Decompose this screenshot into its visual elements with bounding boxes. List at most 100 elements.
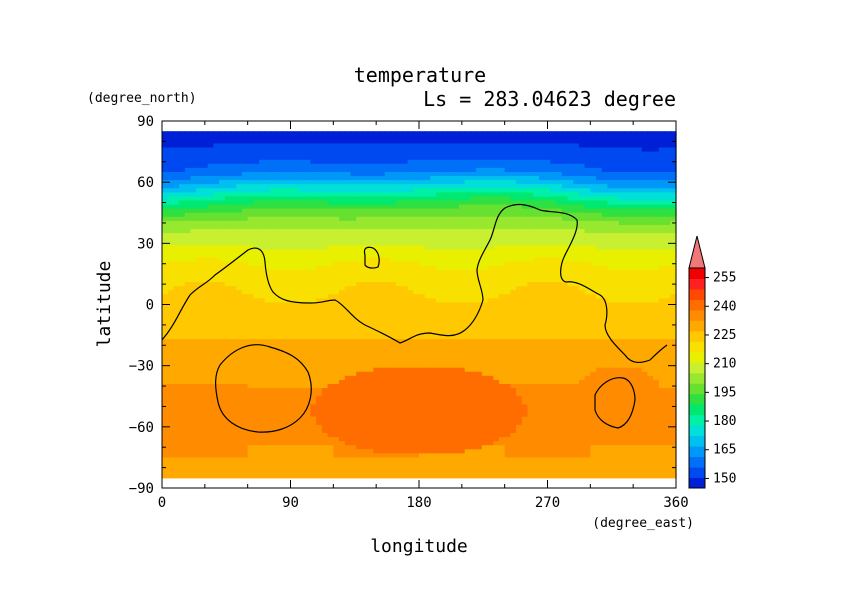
field-cell — [493, 286, 500, 291]
field-cell — [196, 147, 203, 153]
field-cell — [641, 335, 649, 340]
field-cell — [476, 208, 483, 214]
field-cell — [624, 261, 631, 267]
field-cell — [441, 237, 449, 242]
field-cell — [658, 245, 666, 251]
field-cell — [504, 237, 511, 242]
field-cell — [453, 147, 460, 153]
field-cell — [184, 200, 192, 206]
field-cell — [184, 253, 192, 259]
field-cell — [401, 184, 409, 189]
field-cell — [287, 204, 294, 210]
field-cell — [207, 269, 214, 275]
field-cell — [556, 326, 563, 332]
field-cell — [259, 241, 266, 246]
field-cell — [247, 147, 254, 153]
field-cell — [390, 298, 397, 304]
field-cell — [167, 159, 175, 165]
field-cell — [613, 180, 620, 185]
field-cell — [458, 233, 466, 238]
field-cell — [516, 229, 523, 234]
field-cell — [476, 196, 483, 202]
field-cell — [196, 343, 203, 348]
field-cell — [436, 147, 443, 153]
field-cell — [361, 347, 369, 352]
field-cell — [596, 139, 603, 145]
field-cell — [538, 229, 546, 234]
field-cell — [413, 282, 420, 287]
field-cell — [401, 245, 409, 251]
field-cell — [333, 331, 340, 336]
field-cell — [316, 282, 323, 287]
field-cell — [184, 257, 192, 263]
field-cell — [230, 184, 237, 189]
field-cell — [287, 184, 294, 189]
field-cell — [213, 184, 220, 189]
field-cell — [618, 347, 626, 352]
field-cell — [493, 241, 500, 246]
field-cell — [230, 339, 237, 344]
field-cell — [270, 196, 277, 202]
field-cell — [647, 265, 654, 271]
field-cell — [596, 282, 603, 287]
field-cell — [207, 192, 214, 198]
field-cell — [504, 306, 511, 312]
field-cell — [219, 347, 226, 352]
field-cell — [230, 269, 237, 275]
field-cell — [487, 131, 494, 136]
field-cell — [356, 131, 363, 136]
field-cell — [504, 273, 511, 279]
field-cell — [624, 200, 631, 206]
field-cell — [367, 335, 374, 340]
field-cell — [538, 310, 546, 316]
field-cell — [538, 237, 546, 242]
field-cell — [670, 237, 677, 242]
field-cell — [310, 233, 317, 238]
field-cell — [419, 282, 426, 287]
field-cell — [561, 298, 569, 304]
field-cell — [390, 339, 397, 344]
field-cell — [213, 245, 220, 251]
field-cell — [344, 261, 352, 267]
field-cell — [636, 135, 643, 140]
field-cell — [396, 318, 403, 324]
field-cell — [196, 241, 203, 246]
field-cell — [533, 208, 540, 214]
field-cell — [430, 233, 437, 238]
field-cell — [464, 139, 471, 145]
field-cell — [424, 343, 432, 348]
field-cell — [556, 163, 563, 169]
field-cell — [584, 326, 591, 332]
field-cell — [607, 216, 614, 222]
field-cell — [430, 245, 437, 251]
field-cell — [476, 269, 483, 275]
field-cell — [550, 351, 557, 357]
field-cell — [401, 200, 409, 206]
field-cell — [424, 229, 432, 234]
field-cell — [264, 135, 272, 140]
field-cell — [173, 355, 180, 361]
field-cell — [350, 143, 357, 149]
field-cell — [527, 257, 534, 263]
field-cell — [561, 257, 569, 263]
field-cell — [538, 184, 546, 189]
field-cell — [201, 245, 209, 251]
field-cell — [162, 253, 169, 259]
field-cell — [596, 286, 603, 291]
field-cell — [173, 139, 180, 145]
field-cell — [647, 335, 654, 340]
field-cell — [510, 147, 517, 153]
field-cell — [556, 241, 563, 246]
field-cell — [419, 302, 426, 308]
field-cell — [521, 204, 529, 210]
field-cell — [304, 322, 312, 328]
field-cell — [287, 290, 294, 295]
field-cell — [373, 135, 380, 140]
field-cell — [647, 163, 654, 169]
field-cell — [613, 224, 620, 230]
field-cell — [447, 326, 454, 332]
field-cell — [190, 290, 197, 295]
field-cell — [356, 180, 363, 185]
field-cell — [184, 298, 192, 304]
field-cell — [230, 257, 237, 263]
